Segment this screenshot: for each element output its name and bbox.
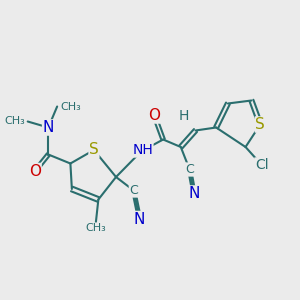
Text: CH₃: CH₃ bbox=[85, 223, 106, 233]
Text: O: O bbox=[29, 164, 41, 178]
Text: CH₃: CH₃ bbox=[60, 101, 81, 112]
Text: S: S bbox=[89, 142, 99, 158]
Text: C: C bbox=[129, 184, 138, 197]
Text: Cl: Cl bbox=[255, 158, 268, 172]
Text: O: O bbox=[148, 108, 160, 123]
Text: S: S bbox=[255, 117, 265, 132]
Text: N: N bbox=[43, 120, 54, 135]
Text: H: H bbox=[178, 109, 189, 122]
Text: N: N bbox=[188, 186, 200, 201]
Text: N: N bbox=[134, 212, 145, 226]
Text: C: C bbox=[185, 163, 194, 176]
Text: CH₃: CH₃ bbox=[4, 116, 25, 127]
Text: NH: NH bbox=[132, 143, 153, 157]
